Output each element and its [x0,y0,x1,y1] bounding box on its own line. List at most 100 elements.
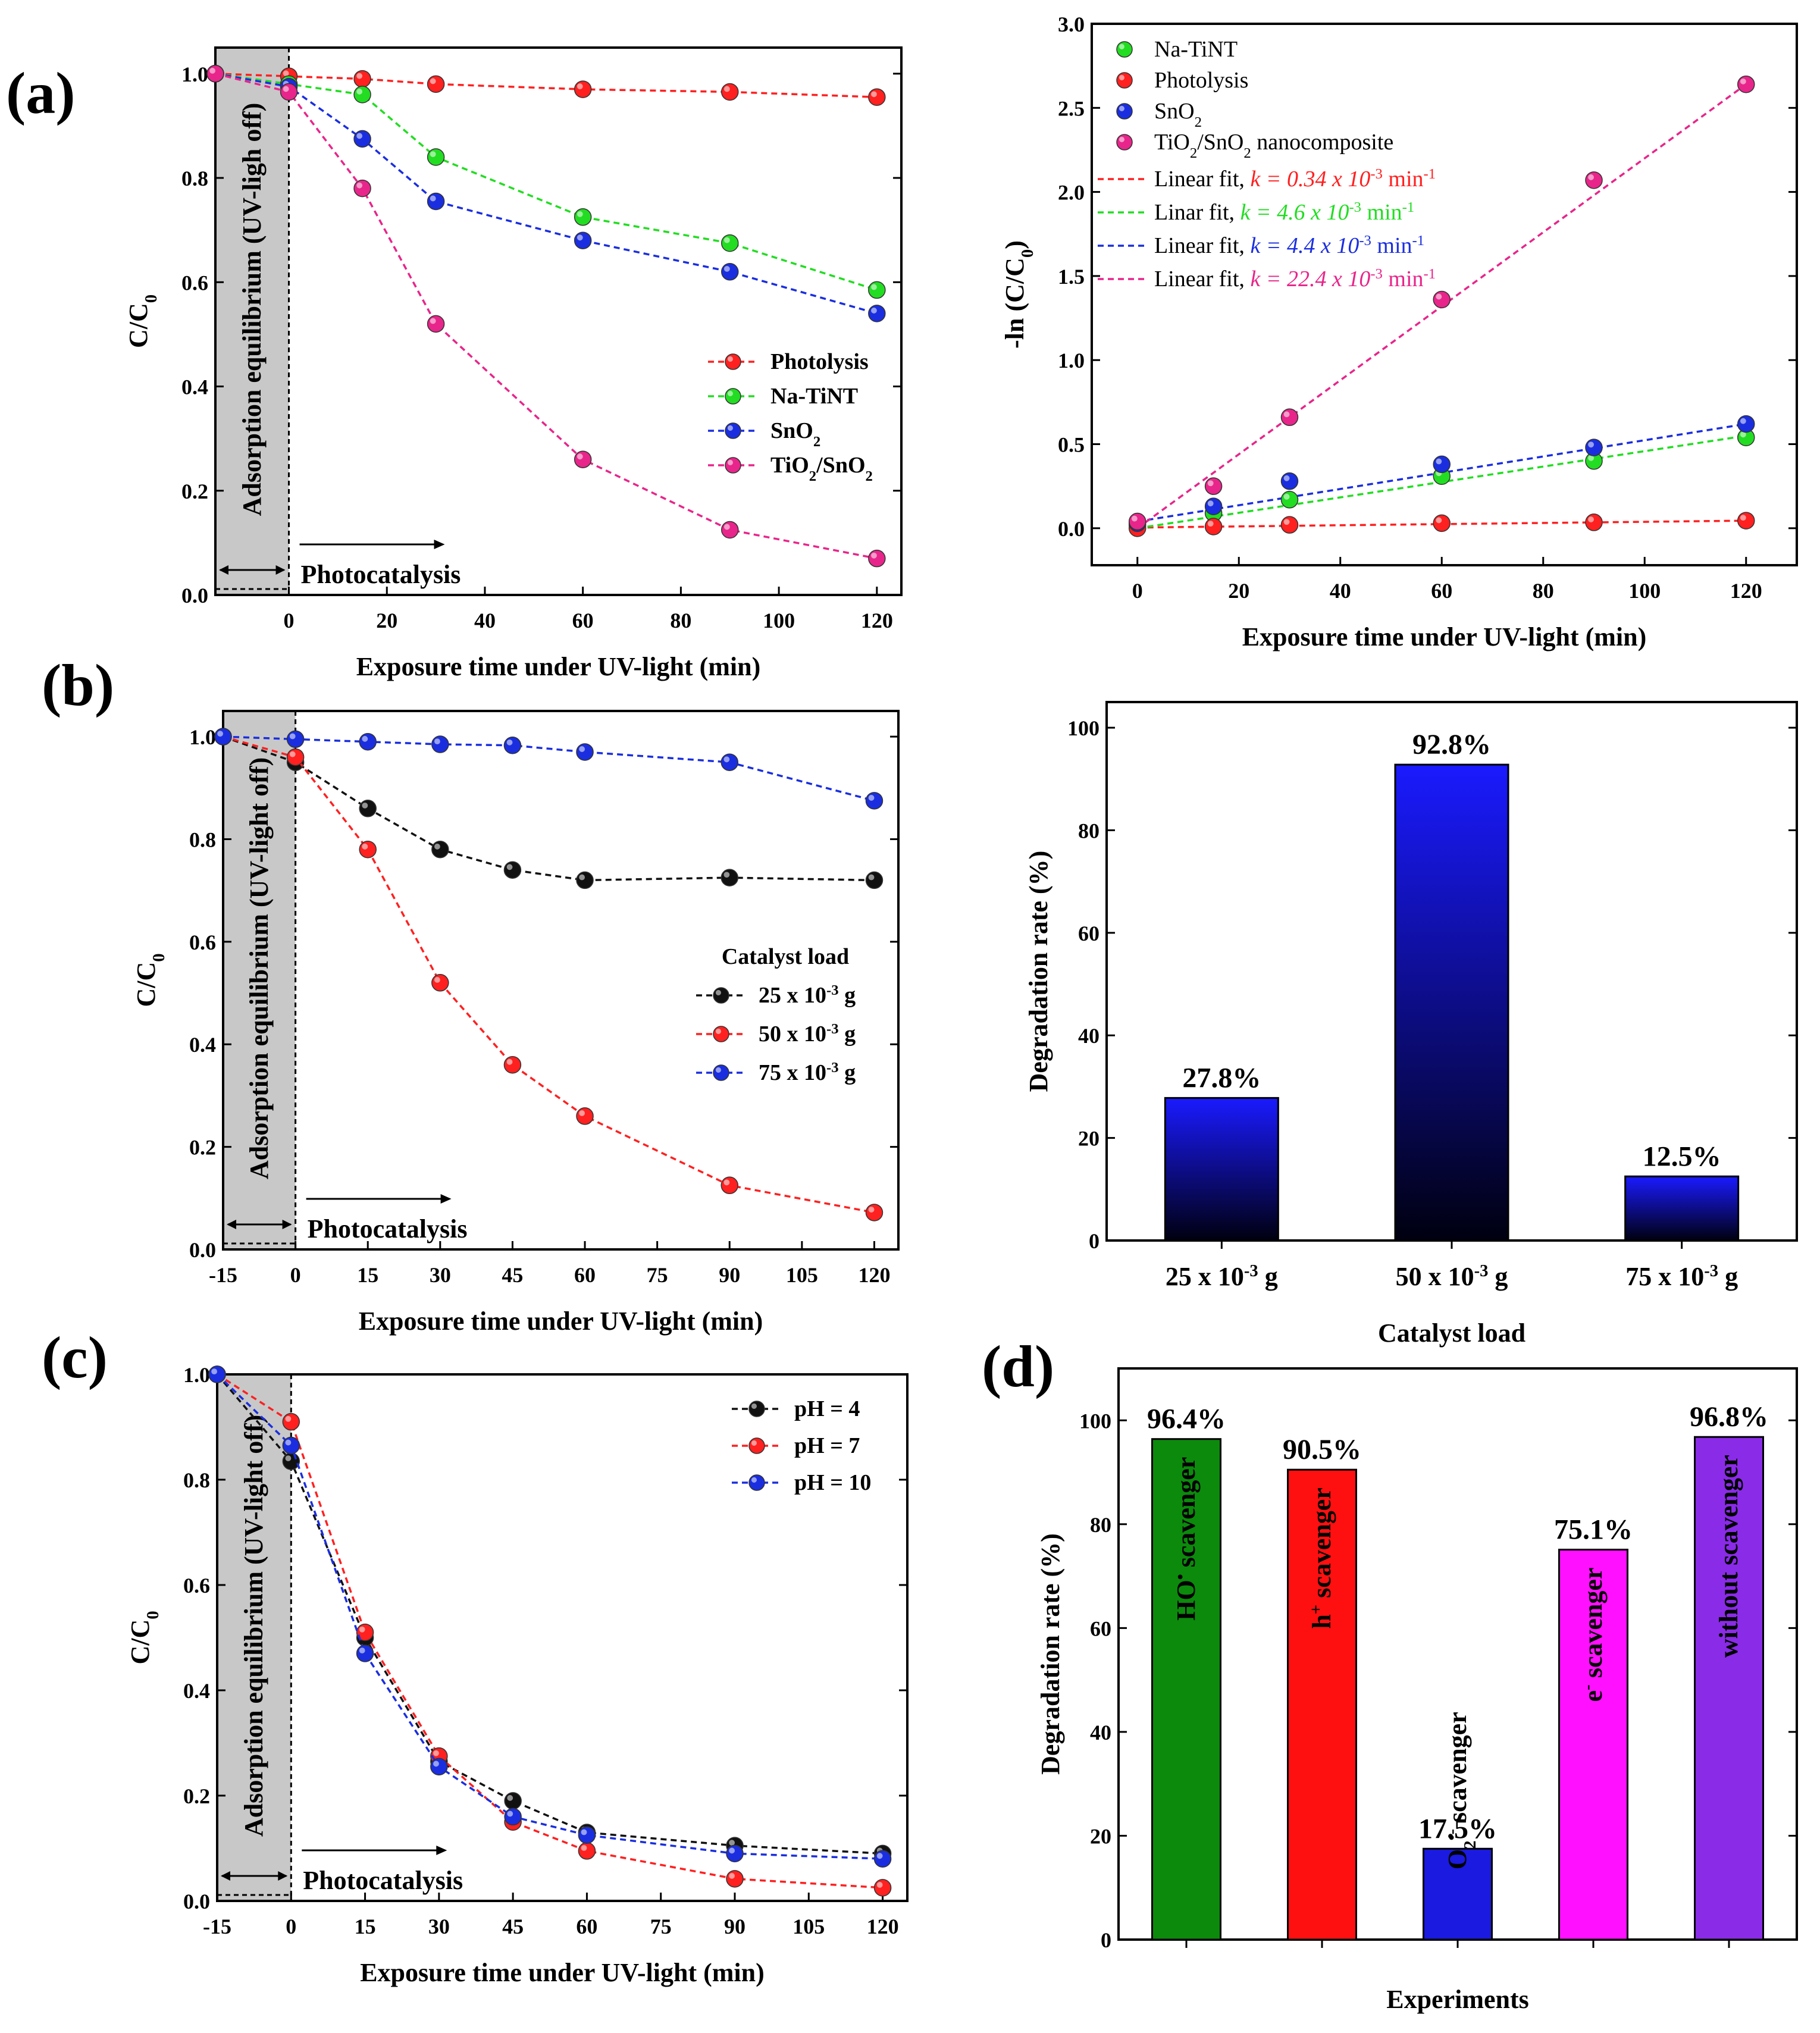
text-span: 2 [1461,1841,1480,1849]
y-tick-label: 20 [1078,1127,1099,1151]
text-span: -3 [1244,1262,1258,1280]
data-point-highlight [430,195,436,202]
legend-entry: pH = 7 [794,1433,860,1458]
bar [1394,763,1509,1242]
data-point-highlight [434,738,440,745]
data-point-highlight [285,1439,292,1446]
data-point [431,840,449,859]
data-point-highlight [1588,455,1594,461]
text-span: k = 0.34 x 10 [1250,167,1370,192]
bar-value-label: 90.5% [1283,1434,1361,1465]
data-point [865,1204,884,1221]
x-category-label: 50 x 10-3 g [1396,1262,1508,1292]
text-span: k = 4.6 x 10 [1241,200,1349,225]
x-tick-label: 60 [574,1263,596,1287]
data-point-highlight [1283,519,1290,525]
data-point-highlight [871,91,877,98]
x-tick-label: 120 [861,609,893,632]
text-span: /SnO [816,453,865,478]
text-span: -3 [826,1060,839,1076]
adsorption-region [215,48,289,595]
data-point [427,75,445,93]
data-point [868,549,886,568]
data-point-highlight [1588,516,1594,522]
text-span: g [1488,1262,1508,1291]
data-point-highlight [751,1403,757,1409]
data-point-highlight [723,872,730,878]
y-tick-label: 0.8 [181,167,208,190]
arrow-head [434,540,445,549]
text-span: 25 x 10 [759,983,826,1008]
text-span: C/C [126,1619,155,1665]
data-point [427,148,445,166]
bar-category-label: HO• scavenger [1171,1457,1201,1621]
data-point [1204,497,1223,515]
data-point [865,871,884,889]
data-point [282,1436,300,1455]
data-point-highlight [285,1415,292,1422]
text-span: g [1718,1262,1738,1291]
y-tick-label: 0.0 [181,584,208,607]
data-point-highlight [362,802,368,809]
text-span: -1 [1424,166,1436,182]
data-point-highlight [1119,136,1124,142]
x-tick-label: 100 [1628,579,1661,603]
text-span: nanocomposite [1251,130,1394,155]
arrow-head [282,1220,292,1229]
bar-value-label: 96.8% [1690,1401,1768,1433]
text-span: Linar fit, [1154,200,1241,225]
data-point-highlight [715,989,721,995]
x-tick-label: 120 [858,1263,890,1287]
data-point [868,88,886,106]
data-point [713,987,729,1004]
data-point-highlight [1207,500,1214,507]
panel-label-c: (c) [42,1324,108,1390]
adsorption-region [217,1374,292,1901]
data-point [726,1870,744,1888]
y-tick-label: 80 [1078,819,1099,842]
data-point-highlight [1588,174,1594,180]
data-point [504,1808,522,1826]
data-point [1433,455,1451,474]
y-tick-label: 60 [1090,1617,1111,1640]
text-span: pH = 7 [794,1433,860,1458]
data-point-highlight [1740,78,1746,84]
data-point-highlight [211,1368,217,1375]
data-point [721,263,739,281]
bar [1151,1438,1221,1941]
y-tick-label: 0.8 [189,828,216,851]
text-span: 75 x 10 [1625,1262,1704,1291]
text-span: •- [1443,1829,1461,1841]
text-span: min [1383,267,1424,292]
data-point [1116,72,1133,89]
data-point [1280,491,1299,509]
text-span: /SnO [1197,130,1243,155]
data-point-highlight [362,843,368,850]
text-span: -3 [1474,1262,1489,1280]
photocatalysis-label: Photocatalysis [301,560,461,589]
text-span: C/C [131,962,161,1007]
data-point [748,1474,765,1491]
legend-entry: Photolysis [1154,68,1248,93]
data-point-highlight [1119,105,1124,111]
x-axis-title: Exposure time under UV-light (min) [356,652,761,681]
text-span: SnO [770,418,813,443]
data-point-highlight [577,234,583,241]
data-point-highlight [1740,515,1746,521]
y-tick-label: 0.2 [181,480,208,503]
y-tick-label: 3.0 [1058,12,1085,36]
text-span: 2 [1190,145,1197,161]
x-tick-label: -15 [203,1915,231,1938]
text-span: -3 [1370,266,1383,282]
text-span: HO [1171,1580,1201,1620]
chart-b1: Adsorption equilibrium (UV-light off) Pho… [131,710,900,1336]
x-axis-title: Exposure time under UV-light (min) [1242,622,1647,651]
data-point-highlight [283,86,289,92]
y-axis-title: -ln (C/C0) [1000,240,1037,349]
data-point-highlight [579,1110,585,1116]
legend-entry: 50 x 10-3 g [759,1021,856,1047]
text-span: -3 [1370,166,1383,182]
text-span: 75 x 10 [759,1060,826,1085]
x-tick-label: 0 [1132,579,1143,603]
